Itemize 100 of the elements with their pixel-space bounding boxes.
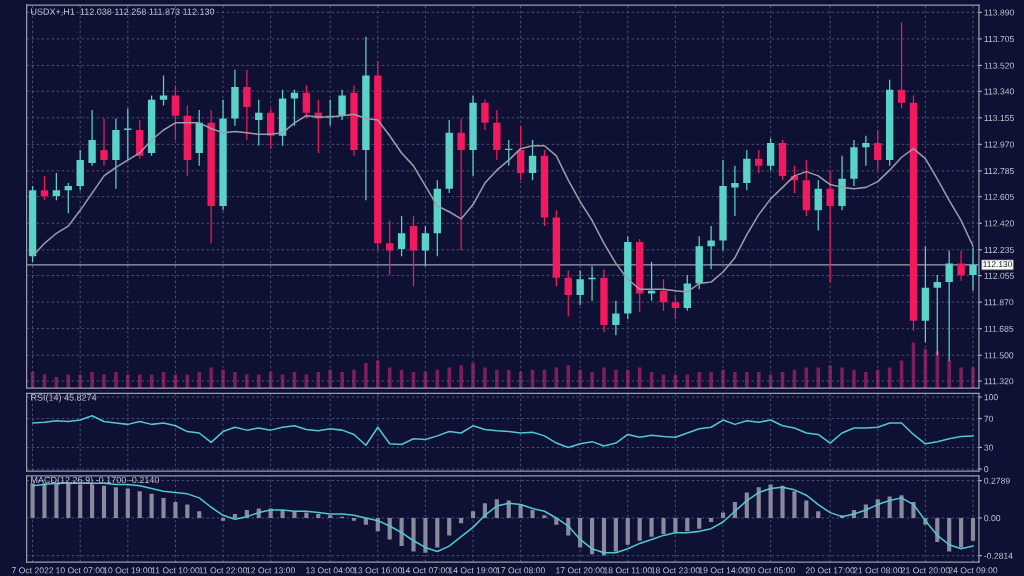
candlestick — [564, 269, 572, 318]
bar — [459, 517, 464, 524]
bar — [792, 491, 797, 518]
y-tick-label: 111.870 — [984, 299, 1014, 306]
bar — [720, 512, 726, 518]
y-tick-label: 112.235 — [984, 246, 1014, 253]
x-tick-label: 20 Oct 17:00 — [805, 567, 855, 574]
candlestick — [671, 294, 680, 320]
bar — [328, 369, 332, 389]
y-tick-label: 111.685 — [984, 325, 1014, 332]
bar — [304, 512, 309, 518]
x-tick-label: 21 Oct 20:00 — [901, 567, 950, 574]
x-tick-label: 21 Oct 08:00 — [853, 567, 903, 574]
candlestick — [40, 175, 49, 201]
x-tick-label: 14 Oct 07:00 — [401, 567, 450, 574]
bar — [42, 483, 47, 518]
y-tick-label: 113.340 — [984, 88, 1014, 95]
y-tick-label: 111.320 — [984, 378, 1014, 385]
y-tick-label: 113.890 — [984, 9, 1014, 16]
candlestick — [755, 149, 763, 174]
x-tick-label: 10 Oct 19:00 — [103, 567, 153, 574]
bar — [137, 491, 142, 518]
candlestick — [481, 99, 489, 131]
x-tick-label: 14 Oct 19:00 — [449, 567, 498, 574]
bar — [90, 484, 95, 518]
bar — [173, 501, 178, 518]
bar — [411, 517, 416, 552]
bar — [232, 513, 238, 518]
bar — [113, 487, 118, 518]
y-tick-label: 113.155 — [984, 114, 1014, 122]
bar — [352, 369, 356, 389]
bar — [959, 517, 964, 548]
bar — [649, 517, 654, 537]
bar — [661, 517, 666, 535]
bar — [495, 369, 499, 389]
bar — [102, 374, 106, 389]
y-tick-label: 113.705 — [984, 36, 1014, 43]
bar — [435, 517, 440, 548]
bar — [625, 517, 630, 545]
x-tick-label: 7 Oct 2022 — [11, 567, 54, 574]
y-tick-label: 0.2789 — [984, 477, 1010, 484]
bar — [709, 517, 714, 522]
bar — [614, 369, 618, 389]
x-tick-label: 11 Oct 22:00 — [199, 567, 248, 574]
x-tick-label: 10 Oct 07:00 — [56, 567, 105, 574]
bar — [899, 495, 904, 518]
candlestick — [386, 219, 394, 276]
y-tick-label: 100 — [984, 394, 998, 401]
bar — [875, 369, 880, 389]
candlestick — [659, 278, 668, 312]
candlestick — [612, 300, 620, 336]
x-tick-label: 13 Oct 04:00 — [306, 567, 355, 574]
bar — [459, 365, 463, 389]
bar — [90, 372, 94, 389]
bar — [423, 517, 428, 553]
bar — [697, 517, 702, 529]
bar — [245, 374, 249, 389]
bar — [470, 511, 476, 518]
x-tick-label: 24 Oct 09:00 — [948, 567, 998, 574]
bar — [733, 372, 737, 389]
bar — [101, 485, 107, 518]
candlestick — [100, 117, 108, 167]
bar — [685, 517, 690, 532]
candlestick — [576, 269, 584, 306]
bar — [816, 511, 821, 518]
candlestick — [88, 109, 96, 167]
bar — [566, 365, 571, 389]
bar — [935, 351, 940, 389]
bar — [256, 374, 261, 389]
bar — [673, 517, 678, 533]
x-tick-label: 17 Oct 20:00 — [556, 567, 605, 574]
bar — [780, 485, 785, 518]
candlestick — [397, 215, 406, 257]
bar — [30, 483, 35, 518]
y-tick-label: 112.605 — [984, 193, 1014, 200]
candlestick — [766, 137, 775, 171]
candlestick — [421, 225, 430, 267]
x-tick-label: 20 Oct 05:00 — [746, 567, 795, 574]
y-tick-label: 112.785 — [984, 167, 1014, 175]
bar — [126, 374, 130, 389]
bar — [506, 369, 511, 389]
y-tick-label: 0 — [984, 466, 989, 473]
bar — [864, 372, 868, 389]
bar — [959, 367, 963, 389]
candlestick — [255, 99, 263, 147]
candlestick — [243, 69, 251, 141]
y-tick-label: 113.520 — [984, 62, 1014, 69]
y-tick-label: 112.055 — [984, 272, 1014, 279]
bar — [613, 517, 618, 552]
candlestick — [874, 129, 882, 171]
chart-title: RSI(14) 45.8274 — [31, 394, 97, 403]
x-tick-label: 12 Oct 13:00 — [246, 567, 295, 574]
y-tick-label: 70 — [984, 415, 994, 422]
candlestick — [647, 261, 656, 302]
bar — [637, 517, 642, 541]
bar — [590, 372, 594, 389]
bar — [816, 367, 821, 389]
bar — [947, 360, 951, 389]
y-tick-label: -0.2814 — [984, 552, 1013, 559]
bar — [316, 513, 321, 518]
